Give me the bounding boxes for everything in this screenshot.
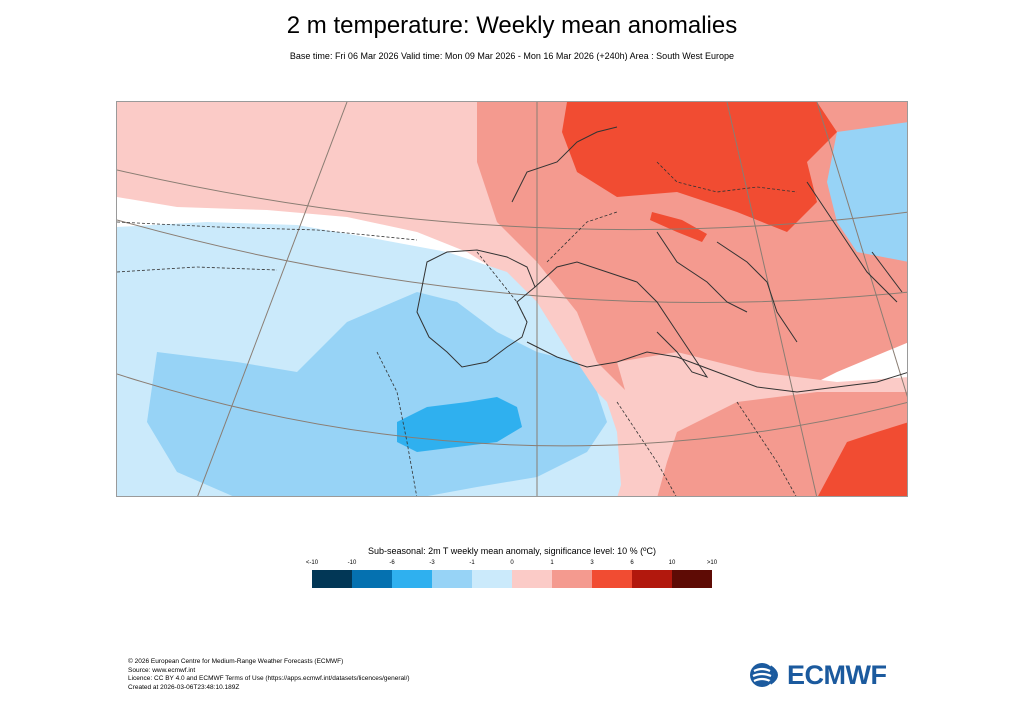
footer: © 2026 European Centre for Medium-Range …: [128, 658, 410, 692]
legend-swatch: [632, 570, 672, 588]
anomaly-area-strong-red-southeast: [818, 422, 907, 496]
legend-tick-label: 6: [630, 560, 634, 566]
legend-title: Sub-seasonal: 2m T weekly mean anomaly, …: [368, 546, 656, 556]
legend-swatch: [392, 570, 432, 588]
legend-tick-label: 0: [510, 560, 514, 566]
footer-created: Created at 2026-03-06T23:48:10.189Z: [128, 683, 240, 691]
legend-swatch: [672, 570, 712, 588]
legend-swatch: [352, 570, 392, 588]
ecmwf-logo-text: ECMWF: [787, 659, 887, 690]
legend-tick-label: -10: [347, 560, 357, 566]
footer-copyright: © 2026 European Centre for Medium-Range …: [128, 658, 344, 665]
legend-swatch: [592, 570, 632, 588]
legend-swatch: [312, 570, 352, 588]
legend-tick-label: 1: [550, 560, 554, 566]
map-borders: [117, 161, 798, 496]
legend-tick-label: 10: [668, 560, 676, 566]
legend-ticks: <-10 -10 -6 -3 -1 0 1 3 6 10 >10: [306, 560, 717, 570]
map-coastlines: [416, 126, 907, 393]
anomaly-map[interactable]: [116, 101, 908, 497]
legend-swatch: [432, 570, 472, 588]
anomaly-area-strong-red-streak: [650, 212, 707, 242]
legend-tick-label: <-10: [305, 560, 319, 566]
footer-licence: Licence: CC BY 4.0 and ECMWF Terms of Us…: [128, 675, 410, 682]
legend-tick-label: >10: [706, 560, 718, 566]
anomaly-area-strong-blue: [397, 397, 522, 452]
legend-color-bar: [312, 570, 712, 588]
anomaly-area-mid-blue: [147, 292, 607, 496]
legend-tick-label: -6: [389, 560, 395, 566]
legend-tick-label: -1: [469, 560, 475, 566]
legend-tick-label: 3: [590, 560, 594, 566]
anomaly-area-blue-northeast: [827, 122, 907, 262]
chart-title: 2 m temperature: Weekly mean anomalies: [286, 12, 738, 39]
legend-swatch: [552, 570, 592, 588]
ecmwf-logo: ECMWF: [748, 659, 887, 690]
ecmwf-logo-icon: [750, 663, 778, 687]
legend-swatch: [512, 570, 552, 588]
legend-tick-label: -3: [429, 560, 435, 566]
chart-subtitle: Base time: Fri 06 Mar 2026 Valid time: M…: [289, 51, 735, 61]
footer-source: Source: www.ecmwf.int: [128, 666, 196, 674]
map-graticule: [117, 102, 907, 496]
legend-swatch: [472, 570, 512, 588]
anomaly-area-strong-red-central-europe: [562, 102, 837, 232]
